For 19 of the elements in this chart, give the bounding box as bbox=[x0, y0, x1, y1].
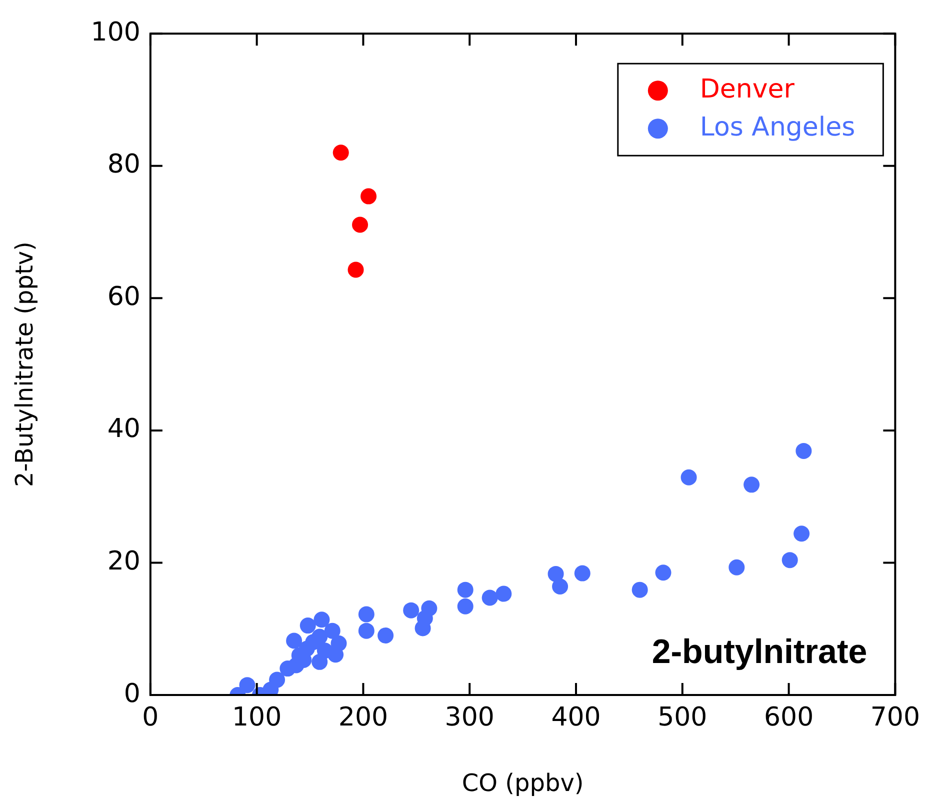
annotation: 2-butylnitrate bbox=[652, 633, 868, 671]
x-tick-label: 300 bbox=[444, 702, 494, 732]
x-tick-label: 500 bbox=[658, 702, 708, 732]
y-tick-label: 100 bbox=[90, 17, 140, 48]
y-axis-title: 2-Butylnitrate (pptv) bbox=[10, 242, 39, 488]
y-tick-label: 0 bbox=[124, 678, 140, 709]
legend-label: Los Angeles bbox=[700, 112, 856, 142]
x-tick-label: 100 bbox=[232, 702, 282, 732]
y-tick-label: 40 bbox=[107, 414, 140, 444]
x-tick-label: 700 bbox=[870, 702, 920, 732]
x-tick-label: 0 bbox=[142, 702, 159, 732]
y-tick-label: 80 bbox=[107, 150, 140, 180]
x-axis-title: CO (ppbv) bbox=[462, 768, 584, 797]
y-tick-label: 20 bbox=[107, 546, 140, 576]
x-tick-label: 400 bbox=[551, 702, 601, 732]
y-tick-label: 60 bbox=[107, 282, 140, 312]
x-tick-label: 200 bbox=[338, 702, 388, 732]
x-tick-label: 600 bbox=[764, 702, 814, 732]
legend-label: Denver bbox=[700, 74, 795, 104]
